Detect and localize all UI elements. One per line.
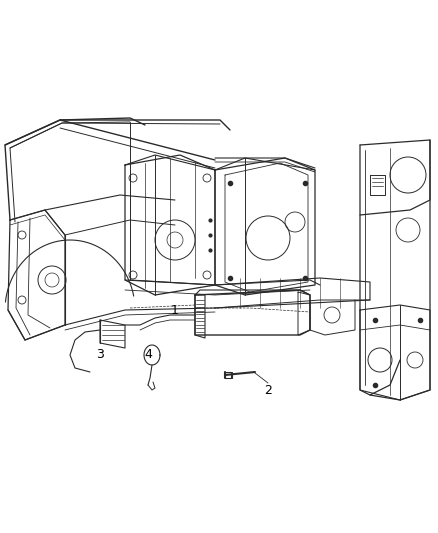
Text: 2: 2 [264,384,272,397]
Text: 4: 4 [144,349,152,361]
Text: 3: 3 [96,349,104,361]
Text: 1: 1 [171,303,179,317]
